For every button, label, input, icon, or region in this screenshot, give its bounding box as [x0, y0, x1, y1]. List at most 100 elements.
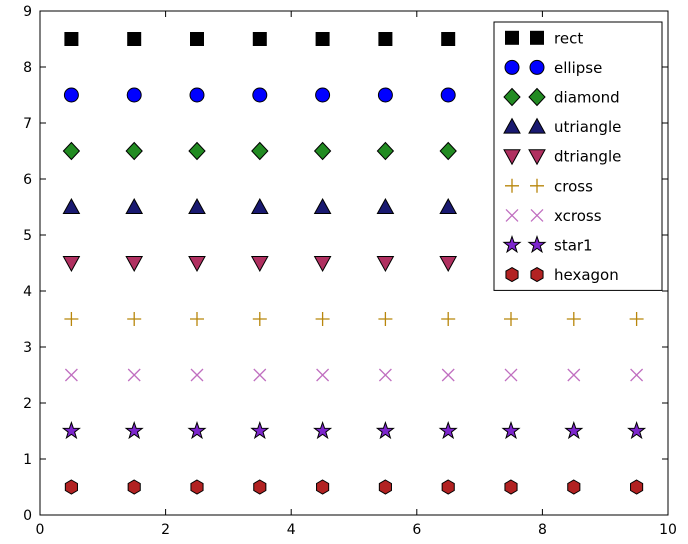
y-tick-label: 5 — [23, 228, 32, 244]
x-marker-icon — [378, 368, 392, 382]
diamond-marker-icon — [188, 141, 206, 161]
triangle-down-marker-icon — [313, 256, 332, 273]
legend-label: ellipse — [554, 59, 602, 77]
x-marker-icon — [64, 368, 78, 382]
hexagon-marker-icon — [378, 479, 392, 495]
star-marker-icon — [375, 420, 395, 440]
x-marker-icon — [253, 368, 267, 382]
x-marker-icon — [505, 208, 519, 222]
triangle-up-marker-icon — [188, 197, 206, 214]
hexagon-marker-icon — [253, 479, 267, 495]
plus-marker-icon — [504, 312, 518, 326]
square-marker-icon — [378, 32, 393, 46]
hexagon-marker-icon — [504, 479, 518, 495]
plus-marker-icon — [64, 312, 79, 326]
circle-marker-icon — [189, 87, 205, 103]
plus-marker-icon — [252, 312, 267, 326]
plus-marker-icon — [441, 312, 456, 326]
legend-entry: star1 — [502, 234, 593, 255]
triangle-up-marker-icon — [62, 197, 81, 214]
x-tick-label: 0 — [36, 522, 45, 538]
plus-marker-icon — [566, 312, 581, 326]
legend-label: utriangle — [554, 118, 621, 136]
square-marker-icon — [505, 30, 519, 45]
circle-marker-icon — [126, 87, 142, 103]
x-tick-label: 6 — [412, 522, 421, 538]
x-marker-icon — [630, 368, 644, 382]
star-marker-icon — [124, 420, 144, 440]
triangle-down-marker-icon — [503, 149, 521, 166]
triangle-up-marker-icon — [250, 197, 269, 214]
legend-label: hexagon — [554, 266, 619, 284]
diamond-marker-icon — [62, 141, 81, 161]
diamond-marker-icon — [439, 141, 457, 161]
series-star1 — [61, 420, 647, 440]
hexagon-marker-icon — [190, 479, 204, 495]
axis-ticks — [39, 10, 669, 516]
series-cross — [64, 312, 644, 326]
x-marker-icon — [127, 368, 141, 382]
circle-marker-icon — [529, 59, 545, 75]
legend-label: cross — [554, 177, 593, 195]
legend-label: star1 — [554, 237, 593, 255]
star-marker-icon — [502, 234, 522, 254]
square-marker-icon — [127, 32, 142, 46]
star-marker-icon — [501, 420, 521, 440]
star-marker-icon — [527, 234, 547, 254]
triangle-down-marker-icon — [376, 256, 395, 273]
diamond-marker-icon — [125, 141, 143, 161]
plus-marker-icon — [378, 312, 393, 326]
y-tick-label: 8 — [23, 60, 32, 76]
hexagon-marker-icon — [505, 267, 519, 283]
legend-entry: xcross — [505, 207, 602, 225]
triangle-up-marker-icon — [528, 117, 546, 134]
circle-marker-icon — [377, 87, 393, 103]
star-marker-icon — [187, 420, 207, 440]
hexagon-marker-icon — [127, 479, 141, 495]
plus-marker-icon — [190, 312, 204, 326]
hexagon-marker-icon — [630, 479, 644, 495]
hexagon-marker-icon — [567, 479, 581, 495]
square-marker-icon — [441, 32, 456, 46]
x-tick-label: 4 — [287, 522, 296, 538]
x-tick-label: 2 — [161, 522, 170, 538]
x-marker-icon — [567, 368, 581, 382]
y-tick-label: 4 — [23, 284, 32, 300]
legend-entry: rect — [505, 29, 583, 47]
legend-entry: hexagon — [505, 266, 619, 284]
y-tick-label: 6 — [23, 172, 32, 188]
legend-label: xcross — [554, 207, 602, 225]
diamond-marker-icon — [251, 141, 269, 161]
circle-marker-icon — [252, 87, 268, 103]
diamond-marker-icon — [528, 87, 546, 107]
star-marker-icon — [61, 420, 81, 440]
legend-entry: cross — [505, 177, 593, 195]
y-tick-label: 1 — [23, 452, 32, 468]
y-tick-label: 2 — [23, 396, 32, 412]
star-marker-icon — [313, 420, 333, 440]
plus-marker-icon — [315, 312, 330, 326]
plus-marker-icon — [505, 178, 519, 193]
triangle-up-marker-icon — [439, 197, 458, 214]
x-marker-icon — [441, 368, 455, 382]
circle-marker-icon — [63, 87, 79, 103]
square-marker-icon — [190, 32, 204, 46]
series-hexagon — [64, 479, 644, 495]
triangle-up-marker-icon — [313, 197, 332, 214]
axes-frame — [39, 10, 669, 516]
legend: rect ellipse diamond utriangle dtriangle cros… — [493, 21, 663, 291]
x-marker-icon — [316, 368, 330, 382]
triangle-down-marker-icon — [125, 256, 144, 273]
circle-marker-icon — [504, 59, 520, 75]
square-marker-icon — [252, 32, 267, 46]
y-tick-label: 0 — [23, 508, 32, 524]
legend-box — [493, 21, 663, 291]
triangle-down-marker-icon — [62, 256, 81, 273]
y-tick-label: 9 — [23, 4, 32, 20]
series-ellipse — [63, 87, 645, 103]
hexagon-marker-icon — [530, 267, 544, 283]
legend-label: dtriangle — [554, 148, 621, 166]
hexagon-marker-icon — [316, 479, 330, 495]
triangle-up-marker-icon — [125, 197, 144, 214]
